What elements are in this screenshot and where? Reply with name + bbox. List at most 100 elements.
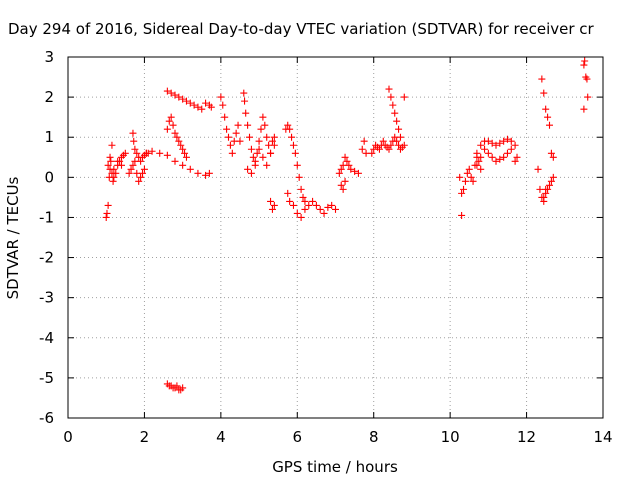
data-point — [301, 205, 309, 213]
data-point — [110, 173, 118, 181]
data-point — [246, 133, 254, 141]
data-point — [503, 135, 511, 143]
data-point — [335, 169, 343, 177]
data-point — [167, 89, 175, 97]
data-point — [104, 161, 112, 169]
data-point — [477, 165, 485, 173]
data-point — [395, 125, 403, 133]
data-point — [297, 185, 305, 193]
x-tick-label: 12 — [517, 428, 536, 446]
data-point — [507, 137, 515, 145]
x-tick-label: 4 — [216, 428, 226, 446]
data-point — [255, 137, 263, 145]
data-point — [324, 203, 332, 211]
data-point — [332, 205, 339, 213]
data-point — [389, 101, 397, 109]
data-point — [259, 153, 267, 161]
data-point — [259, 113, 267, 121]
data-point — [247, 145, 255, 153]
data-point — [173, 133, 181, 141]
data-point — [257, 125, 265, 133]
data-point — [309, 197, 317, 205]
data-point — [284, 189, 292, 197]
data-point — [131, 145, 139, 153]
data-point — [247, 169, 255, 177]
data-point — [549, 153, 557, 161]
data-point — [181, 149, 189, 157]
data-point — [190, 101, 198, 109]
data-point — [194, 103, 202, 111]
data-point — [125, 169, 133, 177]
data-point — [219, 101, 227, 109]
data-point — [351, 167, 359, 175]
data-point — [108, 141, 116, 149]
data-point — [165, 117, 173, 125]
y-tick-label: 3 — [44, 48, 54, 66]
data-point — [177, 141, 185, 149]
data-point — [179, 384, 187, 392]
data-point — [540, 89, 548, 97]
data-point — [320, 209, 328, 217]
data-point — [461, 177, 469, 185]
data-point — [339, 185, 347, 193]
data-point — [228, 149, 236, 157]
data-point — [223, 125, 231, 133]
data-point — [312, 201, 320, 209]
data-point — [270, 133, 278, 141]
data-points — [102, 57, 592, 394]
data-point — [137, 157, 145, 165]
data-point — [347, 165, 355, 173]
data-point — [270, 201, 278, 209]
data-point — [133, 149, 141, 157]
data-point — [546, 181, 553, 189]
x-tick-label: 10 — [441, 428, 460, 446]
data-point — [148, 147, 156, 155]
data-point — [341, 153, 349, 161]
data-point — [337, 181, 345, 189]
data-point — [198, 105, 206, 113]
y-tick-label: 0 — [44, 168, 54, 186]
data-point — [460, 185, 468, 193]
data-point — [103, 209, 111, 217]
data-point — [583, 75, 591, 83]
data-point — [547, 177, 555, 185]
data-point — [393, 137, 401, 145]
data-point — [456, 173, 464, 181]
data-point — [182, 153, 190, 161]
plot-frame — [67, 56, 604, 419]
data-point — [179, 95, 187, 103]
data-point — [289, 201, 297, 209]
data-point — [488, 153, 496, 161]
data-point — [540, 193, 548, 201]
data-point — [473, 149, 481, 157]
data-point — [171, 91, 179, 99]
y-tick-label: -3 — [39, 289, 54, 307]
data-point — [194, 169, 202, 177]
data-point — [118, 161, 125, 169]
data-point — [534, 165, 542, 173]
data-point — [207, 103, 215, 111]
x-tick-label: 6 — [293, 428, 303, 446]
data-point — [242, 109, 250, 117]
data-point — [114, 157, 122, 165]
y-tick-label: -2 — [39, 249, 54, 267]
data-point — [232, 129, 240, 137]
data-point — [375, 145, 383, 153]
data-point — [396, 133, 404, 141]
data-point — [354, 169, 362, 177]
data-point — [305, 201, 313, 209]
data-point — [385, 85, 393, 93]
data-point — [289, 141, 297, 149]
data-point — [244, 121, 252, 129]
y-tick-label: 2 — [44, 88, 54, 106]
data-point — [234, 121, 242, 129]
data-point — [268, 205, 276, 213]
data-point — [253, 149, 261, 157]
data-point — [511, 141, 519, 149]
data-point — [542, 105, 550, 113]
data-point — [477, 153, 485, 161]
data-point — [400, 141, 408, 149]
data-point — [186, 165, 194, 173]
data-point — [240, 89, 248, 97]
data-point — [500, 153, 508, 161]
